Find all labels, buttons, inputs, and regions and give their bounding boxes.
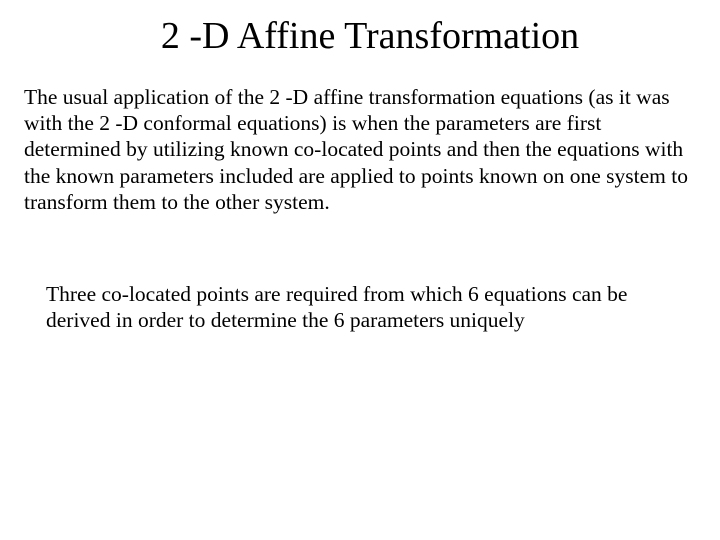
paragraph-2: Three co-located points are required fro…	[46, 281, 676, 333]
slide-container: 2 -D Affine Transformation The usual app…	[0, 0, 720, 540]
slide-title: 2 -D Affine Transformation	[74, 14, 666, 58]
paragraph-1: The usual application of the 2 -D affine…	[24, 84, 688, 215]
